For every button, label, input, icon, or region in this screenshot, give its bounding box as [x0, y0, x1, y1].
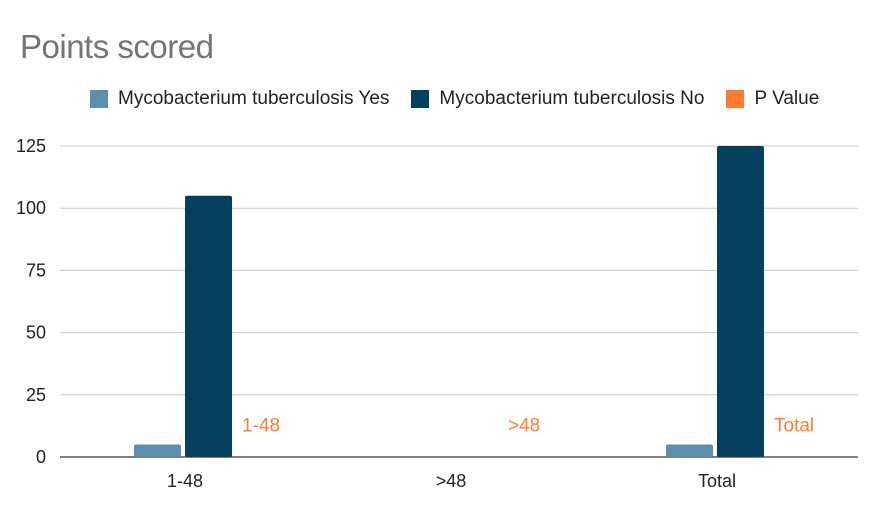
bar-tb-no: [185, 195, 232, 457]
x-tick-label: 1-48: [167, 471, 203, 491]
p-value-label: >48: [508, 416, 540, 437]
legend-item-tb-no: Mycobacterium tuberculosis No: [411, 88, 704, 110]
legend-swatch-tb-yes: [90, 90, 108, 108]
bars: [134, 146, 764, 457]
y-axis-ticks: 0 25 50 75 100 125: [16, 136, 46, 467]
legend-item-p-value: P Value: [726, 88, 819, 110]
legend-label-p-value: P Value: [754, 88, 820, 109]
y-tick-label: 0: [36, 447, 46, 467]
chart-legend: Mycobacterium tuberculosis Yes Mycobacte…: [90, 88, 819, 110]
bar-tb-yes: [666, 444, 713, 457]
y-tick-label: 100: [16, 198, 46, 218]
p-value-label: 1-48: [242, 416, 280, 437]
y-tick-label: 25: [26, 385, 46, 405]
chart-title: Points scored: [20, 28, 214, 65]
legend-swatch-tb-no: [411, 90, 430, 108]
y-tick-label: 75: [26, 260, 46, 280]
legend-label-tb-no: Mycobacterium tuberculosis No: [439, 88, 705, 109]
y-tick-label: 125: [16, 136, 46, 156]
x-axis-ticks: 1-48 >48 Total: [167, 471, 736, 491]
bar-tb-no: [717, 146, 764, 457]
legend-swatch-p-value: [726, 90, 745, 108]
legend-label-tb-yes: Mycobacterium tuberculosis Yes: [118, 88, 390, 109]
p-value-labels: 1-48 >48 Total: [242, 416, 814, 437]
legend-item-tb-yes: Mycobacterium tuberculosis Yes: [90, 88, 389, 110]
x-tick-label: >48: [436, 471, 467, 491]
y-tick-label: 50: [26, 323, 46, 343]
bar-tb-yes: [134, 444, 181, 457]
p-value-label: Total: [774, 416, 814, 437]
x-tick-label: Total: [698, 471, 736, 491]
